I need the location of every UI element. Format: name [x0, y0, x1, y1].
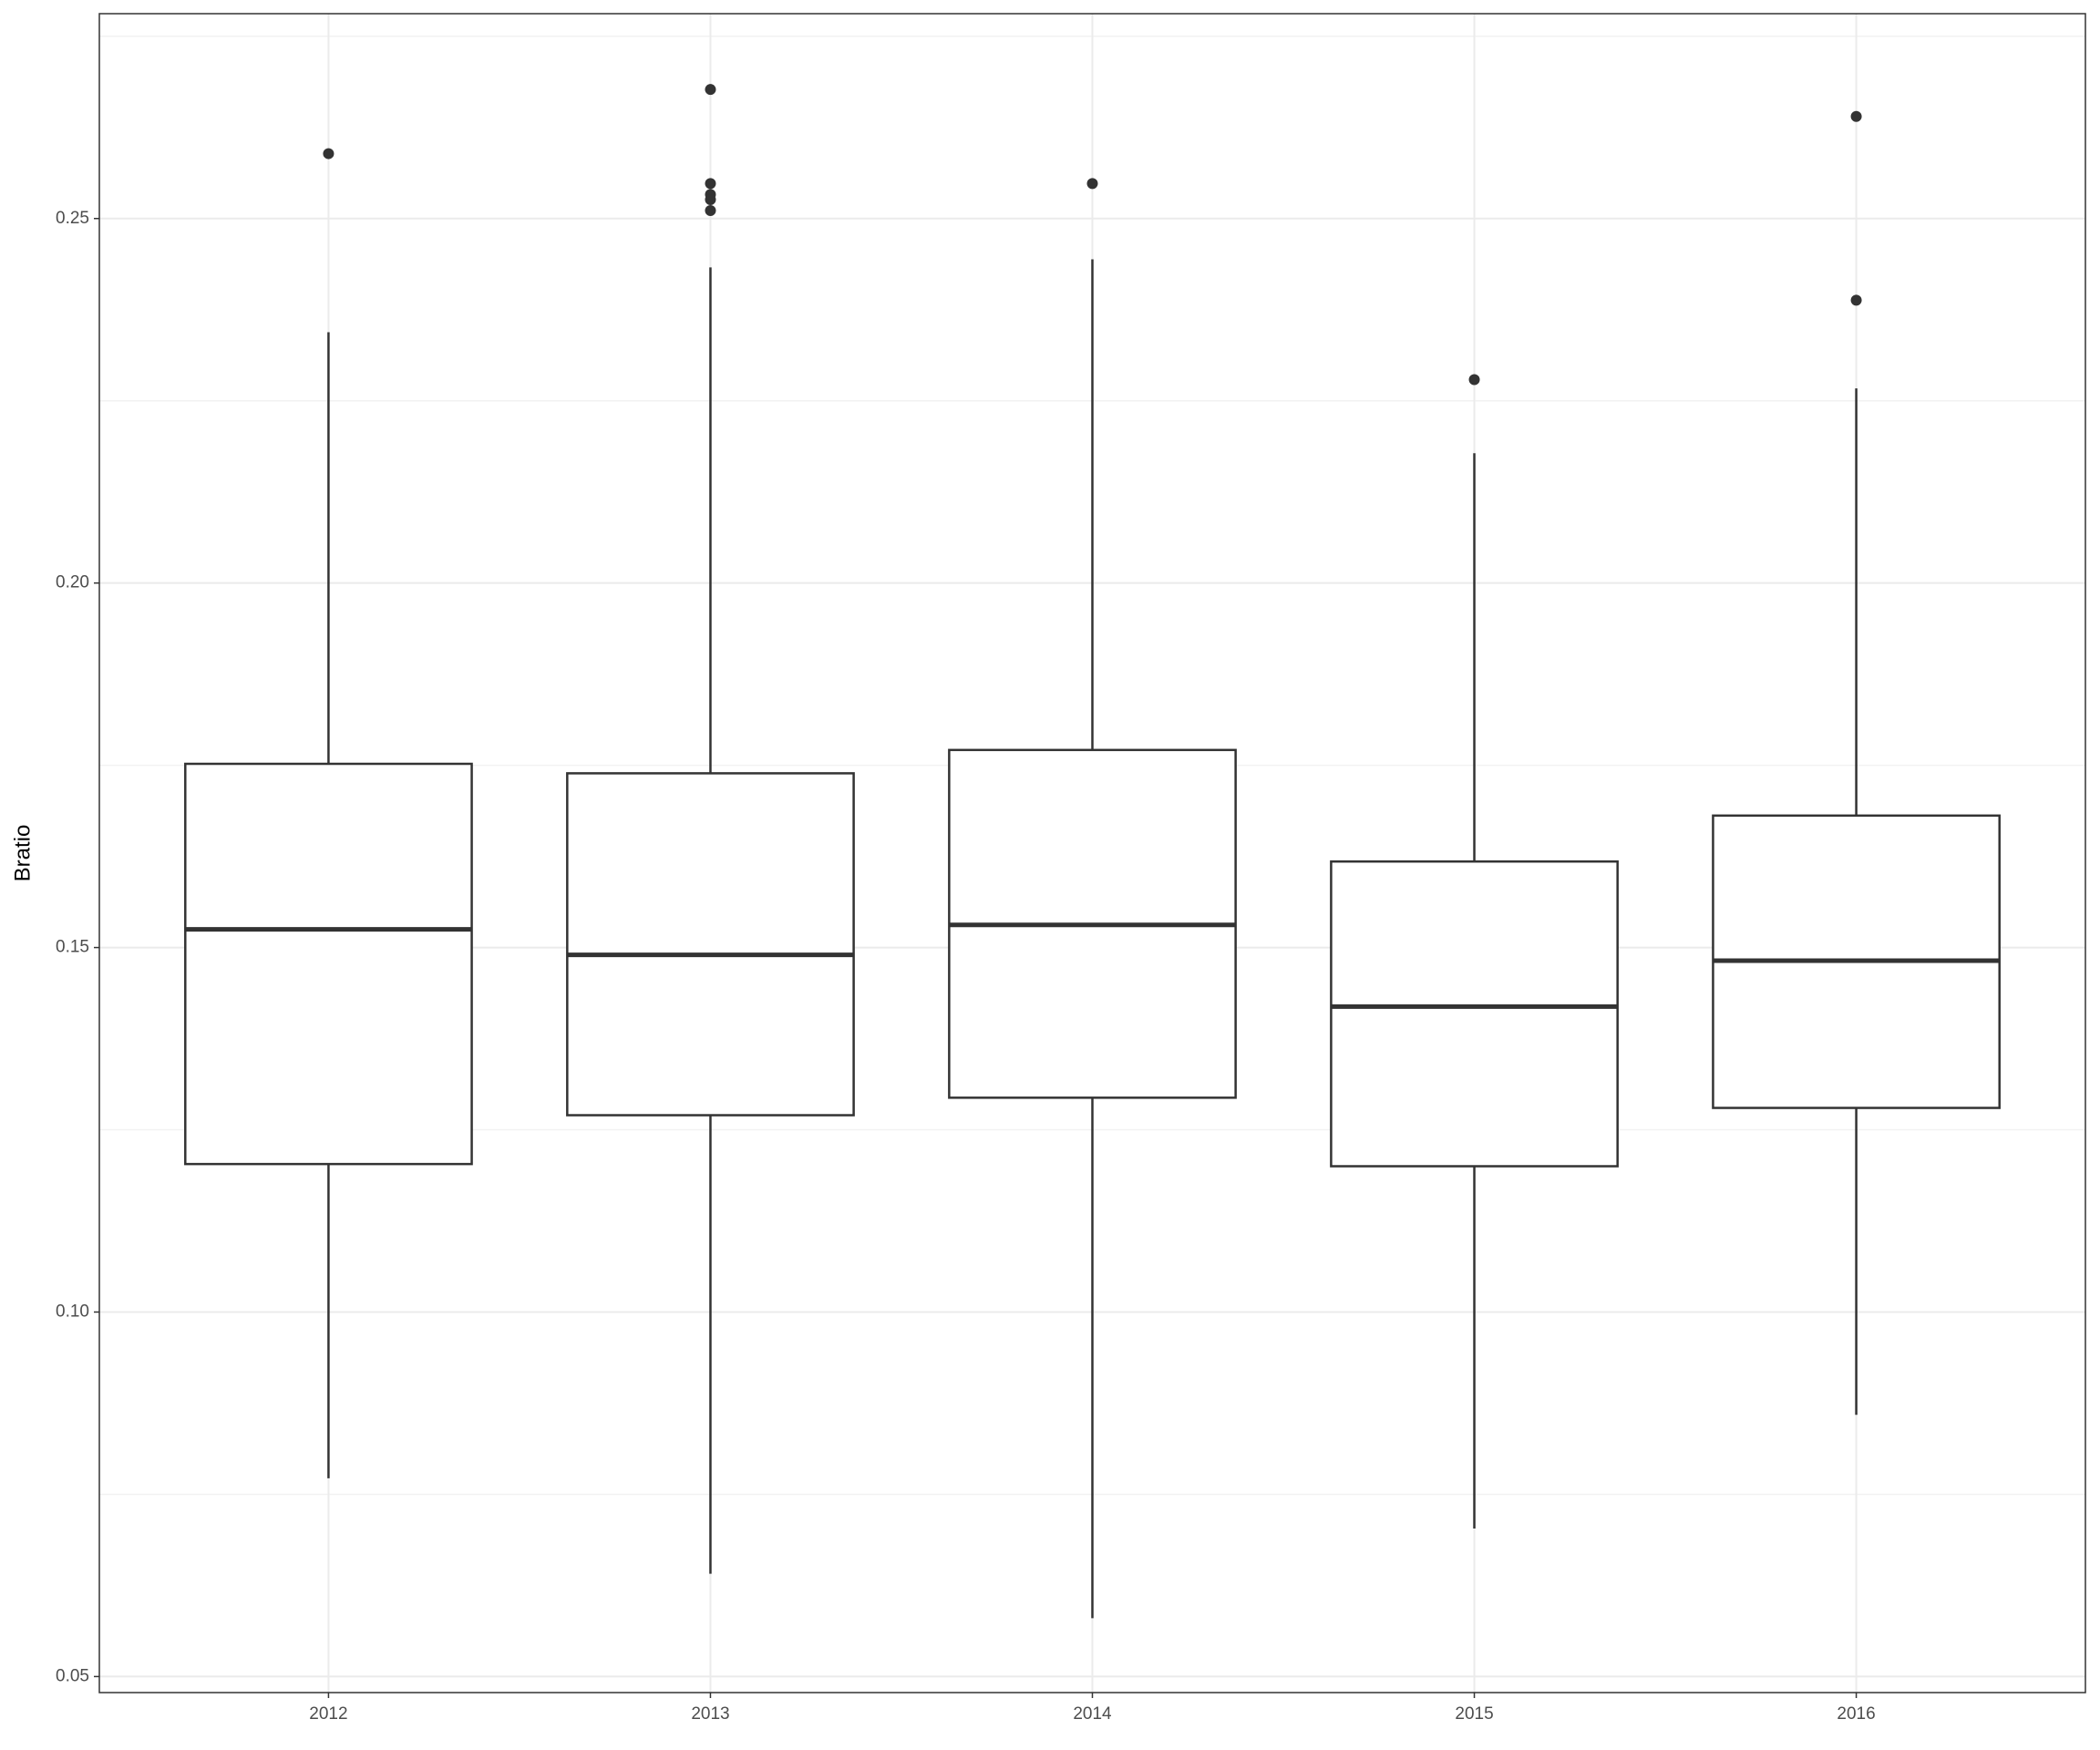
x-tick-label: 2016: [1837, 1704, 1875, 1724]
outlier: [705, 178, 716, 190]
box: [1330, 860, 1619, 1168]
x-tick-label: 2013: [691, 1704, 729, 1724]
outlier: [1468, 374, 1480, 386]
box: [566, 772, 855, 1117]
y-tick-label: 0.10: [56, 1302, 89, 1322]
panel-border: [98, 13, 2086, 1693]
outlier: [1086, 178, 1098, 190]
y-axis-title: Bratio: [10, 825, 35, 882]
outlier: [1850, 110, 1862, 122]
y-tick-label: 0.20: [56, 573, 89, 592]
outlier: [705, 84, 716, 96]
x-tick-label: 2012: [309, 1704, 347, 1724]
x-tick-label: 2014: [1073, 1704, 1112, 1724]
outlier: [705, 193, 716, 205]
outlier: [705, 204, 716, 216]
outlier: [1850, 294, 1862, 306]
y-tick-label: 0.05: [56, 1666, 89, 1685]
x-tick-label: 2015: [1455, 1704, 1493, 1724]
box: [184, 762, 473, 1166]
y-tick-label: 0.15: [56, 938, 89, 957]
y-tick-label: 0.25: [56, 209, 89, 228]
outlier: [323, 148, 335, 160]
